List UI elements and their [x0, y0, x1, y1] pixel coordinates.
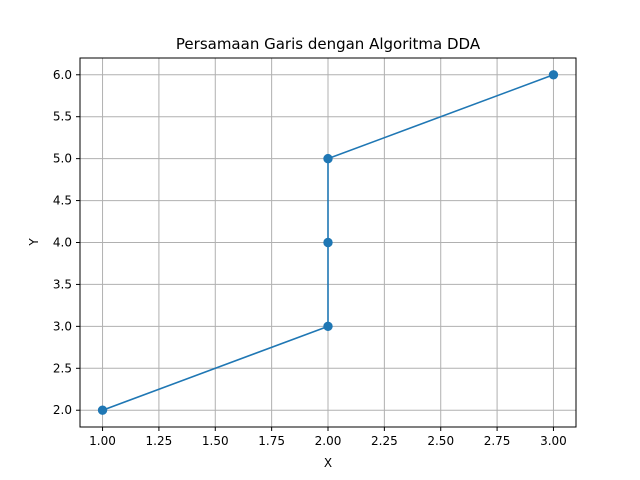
x-tick-label: 1.50: [202, 434, 229, 448]
x-tick-label: 1.00: [89, 434, 116, 448]
y-tick-label: 6.0: [53, 68, 72, 82]
y-tick-label: 5.5: [53, 110, 72, 124]
y-axis-ticks: 2.0 2.5 3.0 3.5 4.0 4.5 5.0 5.5 6.0: [53, 68, 80, 417]
data-point: [97, 405, 108, 415]
y-tick-label: 4.5: [53, 194, 72, 208]
x-tick-label: 2.25: [371, 434, 398, 448]
data-point: [548, 70, 559, 80]
x-tick-label: 1.25: [146, 434, 173, 448]
y-tick-label: 3.5: [53, 277, 72, 291]
x-axis-label: X: [324, 456, 332, 470]
x-tick-label: 2.75: [484, 434, 511, 448]
series-layer: [97, 70, 559, 415]
y-axis-label: Y: [27, 238, 41, 247]
data-point: [323, 153, 333, 164]
data-point: [323, 237, 333, 248]
data-point: [323, 321, 333, 332]
x-tick-label: 3.00: [540, 434, 567, 448]
y-tick-label: 2.5: [53, 361, 72, 375]
y-tick-label: 5.0: [53, 152, 72, 166]
x-tick-label: 2.50: [427, 434, 454, 448]
x-tick-label: 1.75: [258, 434, 285, 448]
y-tick-label: 2.0: [53, 403, 72, 417]
y-tick-label: 4.0: [53, 236, 72, 250]
y-tick-label: 3.0: [53, 319, 72, 333]
chart-title: Persamaan Garis dengan Algoritma DDA: [176, 35, 481, 53]
x-axis-ticks: 1.00 1.25 1.50 1.75 2.00 2.25 2.50 2.75 3.00: [89, 427, 567, 448]
x-tick-label: 2.00: [315, 434, 342, 448]
